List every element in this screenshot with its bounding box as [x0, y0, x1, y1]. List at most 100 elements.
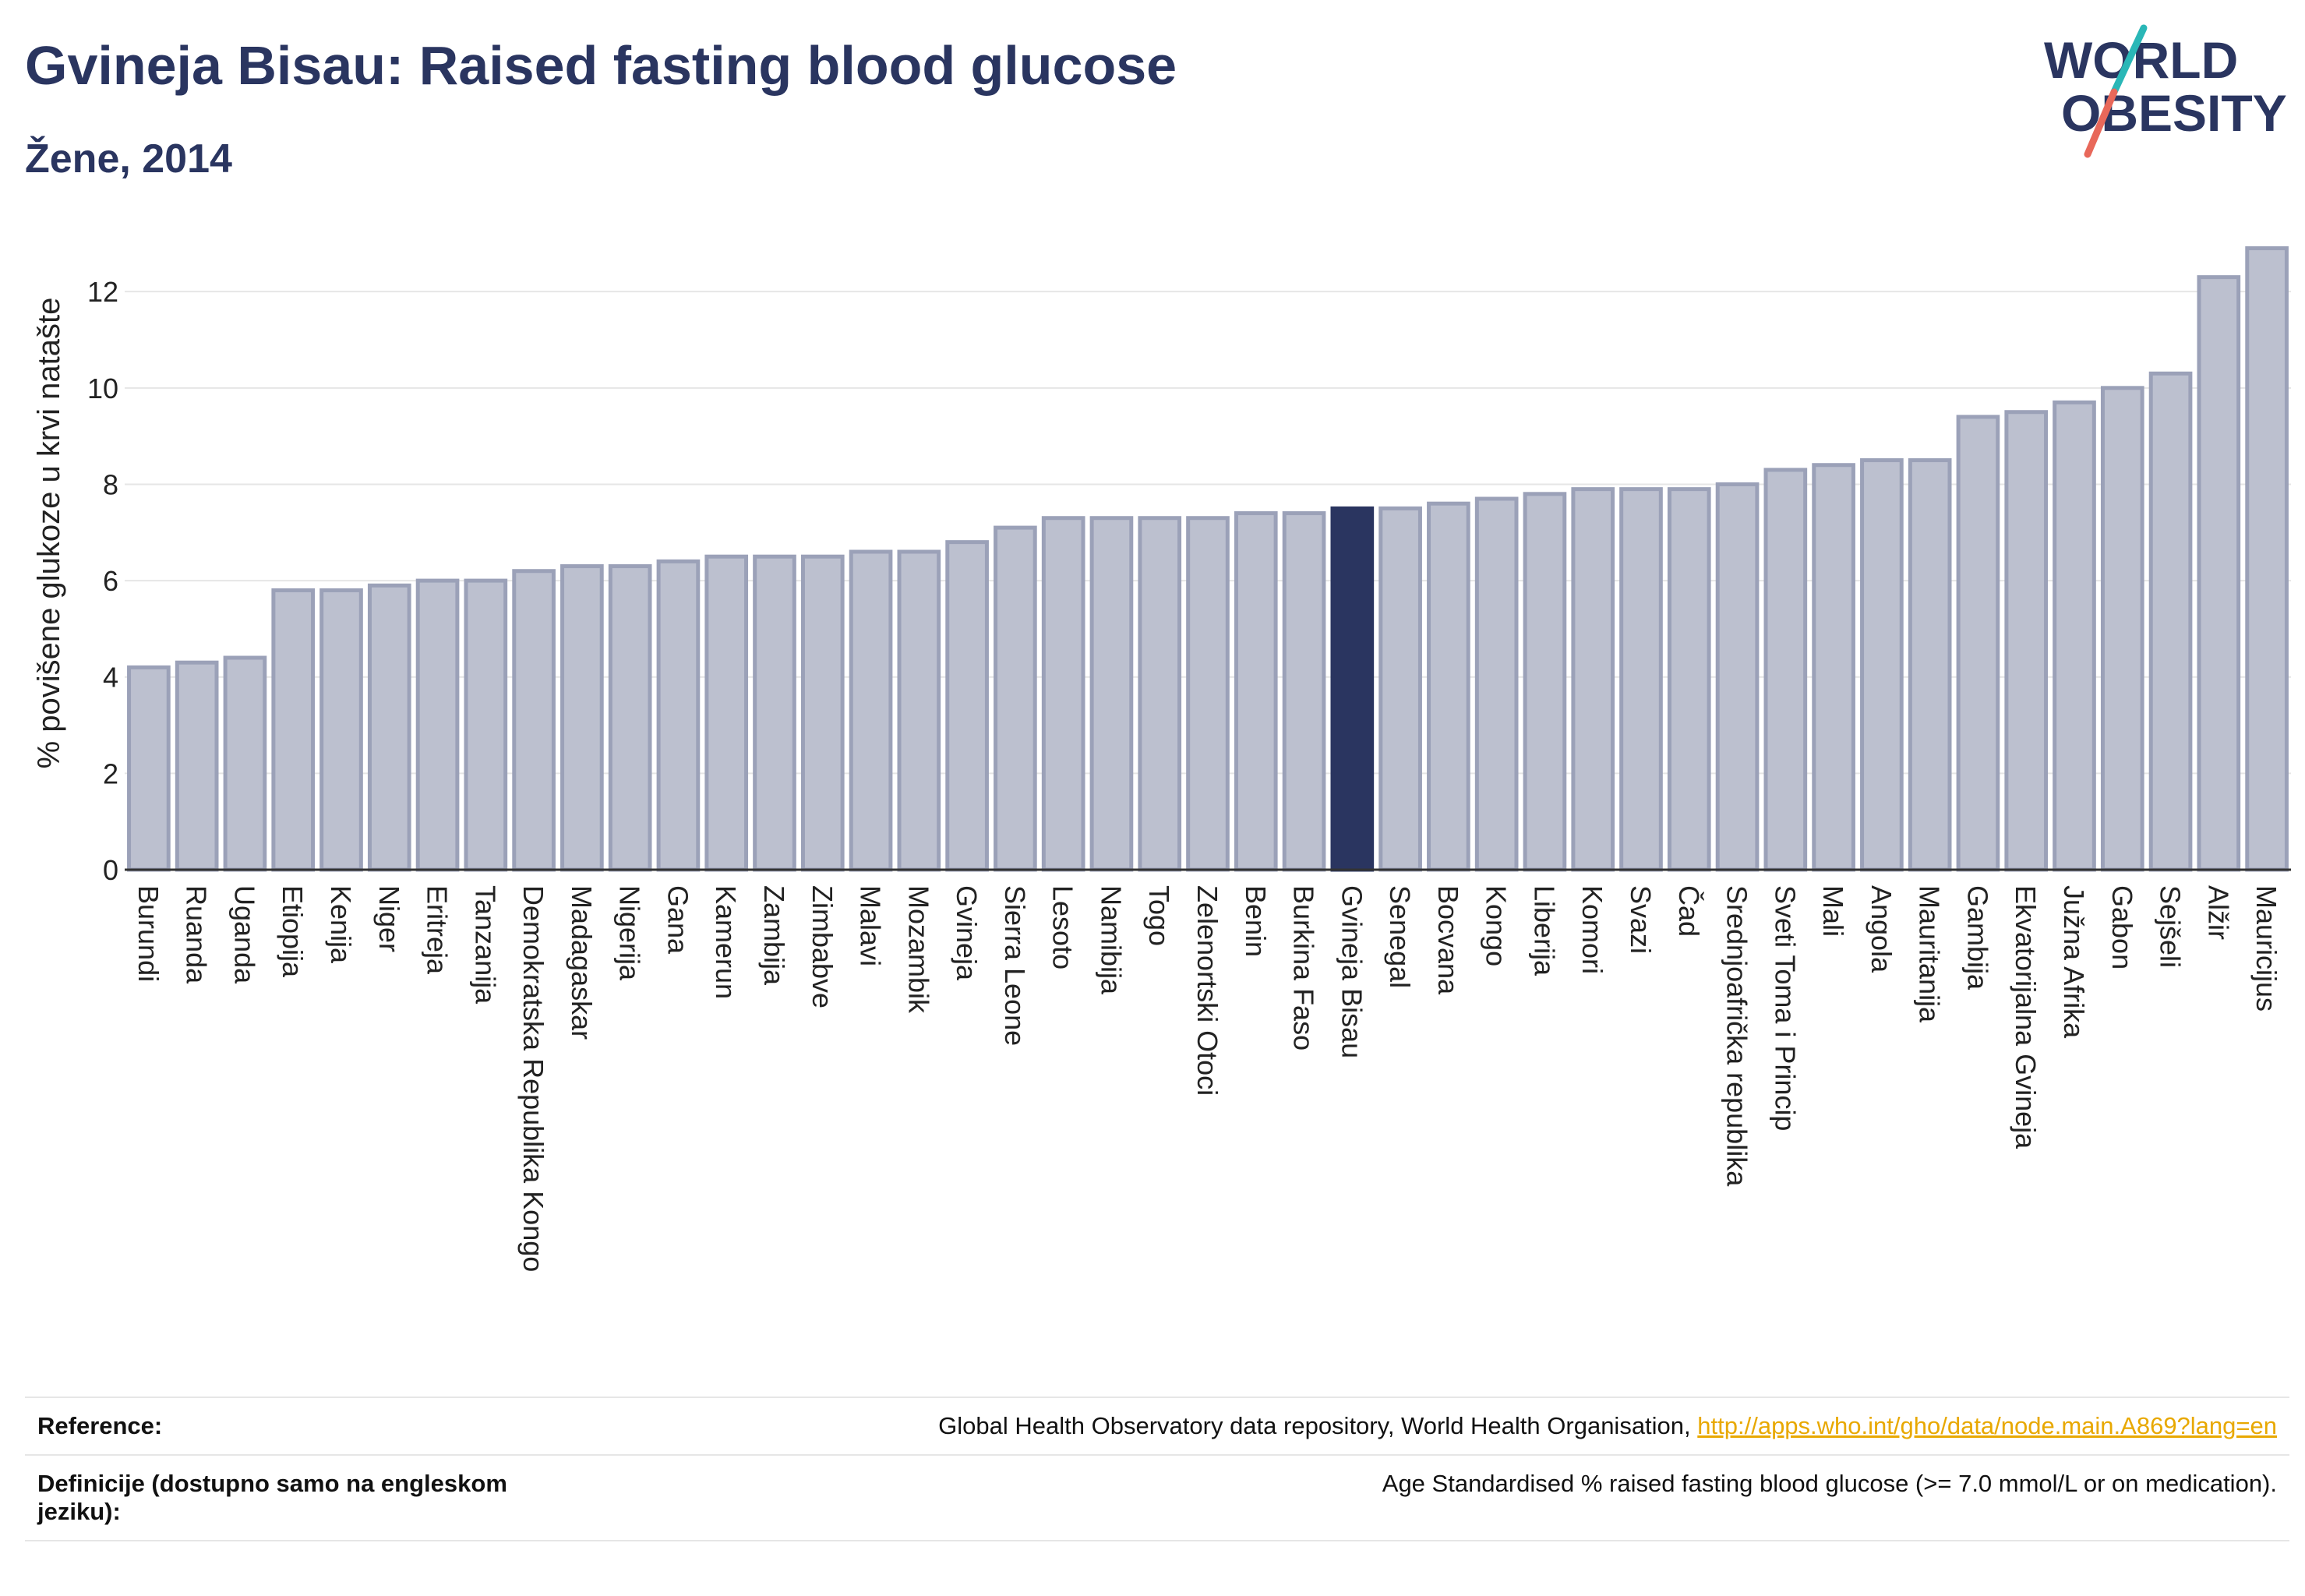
bar: [994, 525, 1037, 872]
x-tick-label: Senegal: [1384, 885, 1416, 988]
bar: [945, 540, 989, 872]
bars: [127, 246, 2289, 872]
y-axis-ticks: 0 2 4 6 8 10 12: [87, 276, 118, 886]
x-tick-label: Sveti Toma i Princip: [1769, 885, 1801, 1131]
bar: [1474, 496, 1519, 872]
bar: [2148, 371, 2193, 872]
page-title: Gvineja Bisau: Raised fasting blood gluc…: [25, 35, 1177, 96]
bar: [849, 549, 893, 872]
x-tick-label: Niger: [373, 885, 405, 952]
bar: [2245, 246, 2289, 872]
y-tick-label: 4: [103, 662, 118, 694]
bar: [1282, 511, 1326, 872]
bar: [1908, 458, 1952, 872]
bar: [608, 564, 652, 872]
definition-row: Definicije (dostupno samo na engleskom j…: [25, 1454, 2289, 1541]
reference-row: Reference: Global Health Observatory dat…: [25, 1396, 2289, 1456]
bar: [319, 588, 363, 872]
y-axis-label: % povišene glukoze u krvi natašte: [32, 298, 66, 769]
x-tick-label: Kenija: [325, 885, 357, 964]
logo-slash-teal: [2110, 24, 2148, 96]
bar: [464, 578, 508, 872]
bar: [800, 554, 845, 872]
bar: [1619, 487, 1663, 872]
x-tick-label: Demokratska Republika Kongo: [517, 885, 549, 1272]
bar: [656, 559, 701, 872]
x-tick-label: Gambija: [1961, 885, 1993, 990]
y-tick-label: 8: [103, 468, 118, 500]
x-tick-label: Togo: [1143, 885, 1175, 946]
x-tick-label: Kongo: [1481, 885, 1513, 966]
x-tick-label: Gvineja: [951, 885, 983, 981]
bar: [127, 665, 171, 872]
bar: [1860, 458, 1904, 872]
x-tick-label: Etiopija: [277, 885, 309, 978]
x-tick-label: Mali: [1817, 885, 1849, 937]
bar: [2100, 386, 2144, 872]
definition-label: Definicije (dostupno samo na engleskom j…: [25, 1454, 564, 1541]
x-tick-label: Zimbabve: [807, 885, 838, 1008]
y-tick-label: 0: [103, 854, 118, 886]
bar-highlighted: [1330, 506, 1375, 872]
reference-value: Global Health Observatory data repositor…: [564, 1396, 2289, 1456]
definition-value: Age Standardised % raised fasting blood …: [564, 1454, 2289, 1541]
reference-table: Reference: Global Health Observatory dat…: [25, 1396, 2289, 1541]
x-tick-label: Madagaskar: [566, 885, 598, 1040]
x-tick-label: Zambija: [758, 885, 790, 986]
bar: [1378, 506, 1422, 872]
bar: [560, 564, 604, 872]
x-tick-label: Čad: [1673, 885, 1705, 937]
bar: [2053, 400, 2096, 872]
x-tick-label: Ruanda: [181, 885, 213, 984]
x-tick-label: Svazi: [1625, 885, 1657, 954]
x-tick-label: Mauritanija: [1914, 885, 1946, 1023]
x-axis-labels: Burundi Ruanda Uganda Etiopija Kenija Niger Er…: [132, 885, 2282, 1272]
world-obesity-logo: WORLD OBESITY: [2044, 24, 2287, 158]
bar: [1427, 501, 1470, 872]
bar: [415, 578, 460, 872]
reference-link[interactable]: http://apps.who.int/gho/data/node.main.A…: [1697, 1412, 2277, 1439]
x-tick-label: Tanzanija: [469, 885, 501, 1005]
x-tick-label: Burundi: [132, 885, 164, 982]
bar: [223, 655, 267, 872]
x-tick-label: Mozambik: [902, 885, 934, 1014]
x-tick-label: Gana: [662, 885, 694, 955]
bar: [271, 588, 316, 872]
reference-text: Global Health Observatory data repositor…: [938, 1412, 1691, 1439]
bar: [1667, 487, 1711, 872]
x-tick-label: Burkina Faso: [1288, 885, 1320, 1050]
bar-chart: 0 2 4 6 8 10 12 Burundi Ruanda Uganda Etiopija Ken…: [32, 246, 2291, 1272]
bar: [753, 554, 796, 872]
x-tick-label: Benin: [1240, 885, 1272, 957]
x-tick-label: Komori: [1576, 885, 1608, 974]
bar: [1763, 468, 1808, 872]
x-tick-label: Eritreja: [422, 885, 454, 975]
bar: [1234, 511, 1278, 872]
x-tick-label: Sejšeli: [2155, 885, 2187, 968]
x-tick-label: Južna Afrika: [2058, 885, 2090, 1039]
bar: [175, 660, 219, 872]
page-subtitle: Žene, 2014: [25, 136, 232, 182]
bar: [2004, 410, 2049, 872]
x-tick-label: Angola: [1866, 885, 1897, 973]
bar: [1138, 516, 1182, 872]
x-tick-label: Uganda: [228, 885, 260, 984]
x-tick-label: Liberija: [1528, 885, 1560, 976]
x-tick-label: Gabon: [2106, 885, 2138, 969]
x-tick-label: Malavi: [855, 885, 887, 966]
bar: [1956, 415, 2000, 872]
x-tick-label: Sierra Leone: [999, 885, 1031, 1046]
x-tick-label: Gvineja Bisau: [1336, 885, 1368, 1058]
x-tick-label: Kamerun: [710, 885, 742, 999]
x-tick-label: Zelenortski Otoci: [1191, 885, 1223, 1096]
bar: [1715, 482, 1760, 872]
x-tick-label: Bocvana: [1432, 885, 1464, 995]
x-tick-label: Nigerija: [614, 885, 646, 981]
x-tick-label: Lesoto: [1047, 885, 1079, 969]
x-tick-label: Srednjoafrička republika: [1721, 885, 1753, 1187]
x-tick-label: Namibija: [1095, 885, 1127, 995]
bar: [367, 583, 411, 872]
bar: [1041, 516, 1085, 872]
y-tick-label: 6: [103, 565, 118, 597]
x-tick-label: Alžir: [2202, 885, 2234, 940]
